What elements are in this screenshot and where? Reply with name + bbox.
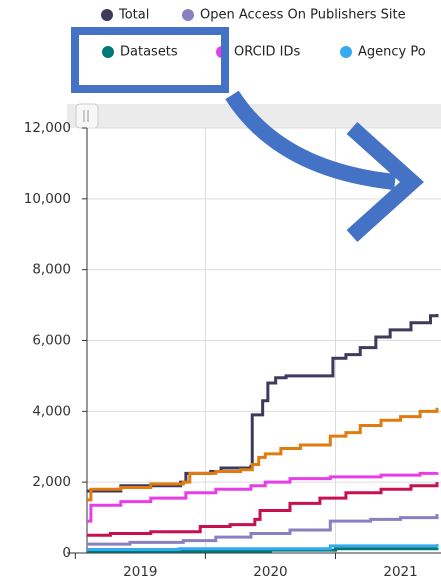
series-line [87,544,439,551]
y-tick-label: 4,000 [32,403,71,419]
legend-label: ORCID IDs [234,45,301,60]
legend: Total Open Access On Publishers Site Datas… [101,8,426,60]
series-line [87,407,439,502]
series-line [87,471,439,523]
legend-swatch [340,46,352,58]
series-line [87,482,439,537]
legend-label: Agency Po [358,45,426,60]
y-tick-label: 6,000 [32,333,71,349]
slider-handle[interactable] [75,103,99,129]
y-tick-label: 10,000 [24,191,71,207]
arrow-head [346,122,424,242]
x-tick-label: 2019 [123,564,157,580]
series-line [87,547,439,553]
legend-swatch [101,9,113,21]
x-tick-label: 2021 [383,564,417,580]
legend-swatch [102,46,114,58]
y-tick-label: 8,000 [32,262,71,278]
legend-label: Open Access On Publishers Site [200,8,406,23]
legend-label: Total [118,8,149,23]
plot-area: 0 2,000 4,000 6,000 8,000 10,000 12,000 2019 202… [24,120,441,580]
y-tick-label: 12,000 [24,120,71,136]
y-tick-label: 2,000 [32,474,71,490]
y-tick-label: 0 [62,545,71,561]
legend-label: Datasets [120,45,178,60]
arrow-shaft [225,90,396,190]
highlight-box [71,27,229,93]
series-line [87,514,439,546]
legend-swatch [182,9,194,21]
x-tick-label: 2020 [253,564,287,580]
